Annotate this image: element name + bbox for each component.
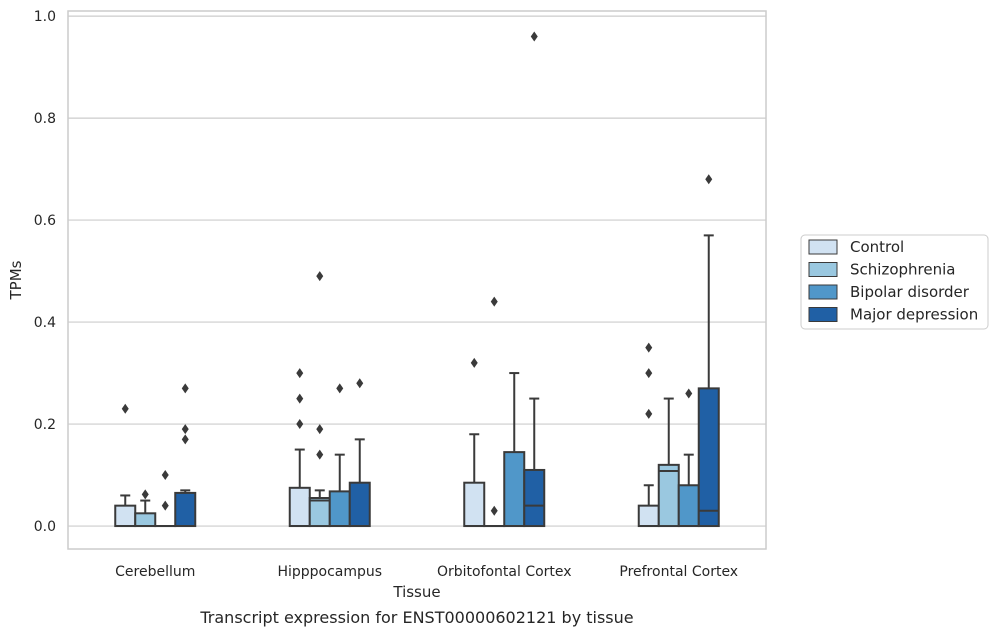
outlier-point (296, 419, 303, 429)
y-axis-label: TPMs (7, 260, 25, 300)
outlier-point (685, 388, 692, 398)
outlier-point (491, 506, 498, 516)
legend-swatch (809, 263, 837, 277)
box-control (115, 404, 135, 526)
box-body (175, 493, 195, 526)
y-tick-label: 0.4 (34, 315, 56, 331)
x-tick-label: Cerebellum (115, 564, 195, 580)
outlier-point (162, 470, 169, 480)
outlier-point (645, 343, 652, 353)
y-tick-label: 0.6 (34, 213, 56, 229)
x-tick-label: Orbitofontal Cortex (437, 564, 572, 580)
box-body (659, 465, 679, 526)
legend-swatch (809, 240, 837, 254)
box-schizophrenia (484, 297, 504, 526)
box-body (464, 483, 484, 526)
box-body (639, 506, 659, 526)
outlier-point (316, 271, 323, 281)
outlier-point (296, 394, 303, 404)
legend-label: Control (850, 238, 904, 256)
box-major-depression (524, 31, 544, 526)
outlier-point (705, 174, 712, 184)
box-major-depression (350, 378, 370, 526)
outlier-point (316, 450, 323, 460)
outlier-point (296, 368, 303, 378)
box-major-depression (175, 383, 195, 526)
x-axis-label: Tissue (392, 583, 440, 601)
outlier-point (491, 297, 498, 307)
outlier-point (182, 383, 189, 393)
y-tick-label: 0.2 (34, 417, 56, 433)
outlier-point (356, 378, 363, 388)
legend-label: Major depression (850, 306, 978, 324)
box-bipolar-disorder (679, 388, 699, 526)
x-tick-label: Prefrontal Cortex (619, 564, 738, 580)
box-body (330, 491, 350, 526)
box-bipolar-disorder (330, 383, 350, 526)
x-tick-label: Hipppocampus (277, 564, 382, 580)
outlier-point (336, 383, 343, 393)
box-control (639, 343, 659, 526)
legend-swatch (809, 308, 837, 322)
y-tick-label: 1.0 (34, 9, 56, 25)
outlier-point (182, 424, 189, 434)
box-body (524, 470, 544, 526)
box-schizophrenia (310, 271, 330, 526)
box-body (290, 488, 310, 526)
chart-caption: Transcript expression for ENST0000060212… (199, 608, 633, 627)
outlier-point (471, 358, 478, 368)
y-tick-label: 0.8 (34, 111, 56, 127)
legend-label: Schizophrenia (850, 261, 955, 279)
box-body (310, 498, 330, 526)
box-bipolar-disorder (155, 470, 175, 526)
box-body (135, 513, 155, 526)
box-schizophrenia (135, 489, 155, 526)
box-bipolar-disorder (504, 373, 524, 526)
outlier-point (531, 31, 538, 41)
box-schizophrenia (659, 399, 679, 526)
box-series (115, 31, 719, 526)
box-body (679, 485, 699, 526)
y-tick-label: 0.0 (34, 519, 56, 535)
box-control (290, 368, 310, 526)
legend: Control Schizophrenia Bipolar disorder Majo… (801, 235, 988, 329)
outlier-point (122, 404, 129, 414)
box-body (504, 452, 524, 526)
box-body (115, 506, 135, 526)
y-axis-ticks: 0.0 0.2 0.4 0.6 0.8 1.0 (34, 9, 56, 535)
legend-label: Bipolar disorder (850, 283, 970, 301)
box-major-depression (699, 174, 719, 526)
outlier-point (645, 409, 652, 419)
outlier-point (645, 368, 652, 378)
outlier-point (182, 434, 189, 444)
box-body (350, 483, 370, 526)
outlier-point (142, 489, 149, 499)
box-control (464, 358, 484, 526)
legend-swatch (809, 285, 837, 299)
x-axis-ticks: Cerebellum Hipppocampus Orbitofontal Corte… (115, 564, 738, 580)
outlier-point (316, 424, 323, 434)
grid-lines (68, 16, 766, 526)
box-body (699, 388, 719, 526)
outlier-point (162, 501, 169, 511)
